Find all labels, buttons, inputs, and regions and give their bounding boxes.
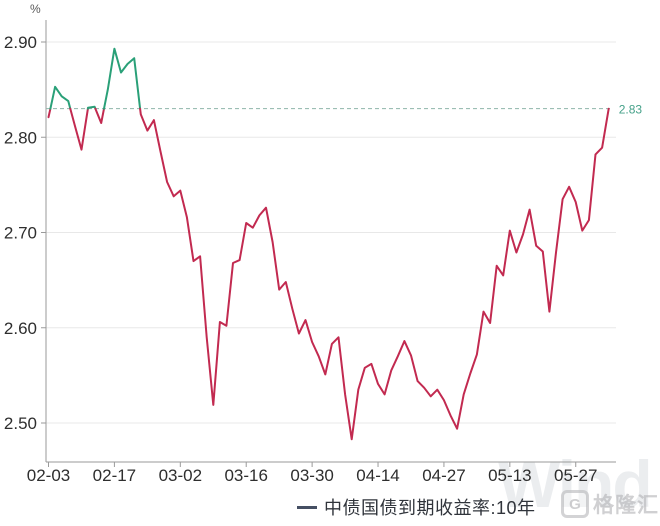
- legend: 中债国债到期收益率:10年: [297, 494, 536, 520]
- y-axis-tick-label: 2.80: [4, 128, 37, 147]
- y-axis-tick-label: 2.60: [4, 319, 37, 338]
- x-axis-tick-label: 02-03: [27, 466, 70, 485]
- series-line-segment: [69, 107, 89, 151]
- x-axis-tick-label: 05-13: [488, 466, 531, 485]
- last-value-label: 2.83: [619, 103, 643, 117]
- x-axis-tick-label: 02-17: [93, 466, 136, 485]
- glonghui-logo: G 格隆汇: [561, 489, 659, 519]
- series-line-segment: [139, 107, 610, 441]
- series-line-segment: [103, 47, 142, 110]
- x-axis-tick-label: 05-27: [554, 466, 597, 485]
- y-axis-unit-label: %: [30, 2, 41, 16]
- glonghui-logo-text: 格隆汇: [593, 494, 659, 517]
- legend-line-marker: [297, 505, 317, 509]
- x-axis-tick-label: 04-27: [422, 466, 465, 485]
- x-axis-tick-label: 03-30: [290, 466, 333, 485]
- series-line-segment: [86, 105, 97, 110]
- legend-label: 中债国债到期收益率:10年: [324, 498, 536, 518]
- y-axis-tick-label: 2.90: [4, 33, 37, 52]
- glonghui-g-icon: G: [561, 490, 589, 518]
- x-axis-tick-label: 03-02: [159, 466, 202, 485]
- series-line-segment: [49, 85, 72, 110]
- series-line-segment: [94, 107, 105, 124]
- y-axis-tick-label: 2.70: [4, 224, 37, 243]
- x-axis-tick-label: 03-16: [224, 466, 267, 485]
- wind-watermark: Wind: [498, 447, 653, 521]
- x-axis-tick-label: 04-14: [356, 466, 399, 485]
- series-line-segment: [47, 107, 52, 119]
- y-axis-tick-label: 2.50: [4, 414, 37, 433]
